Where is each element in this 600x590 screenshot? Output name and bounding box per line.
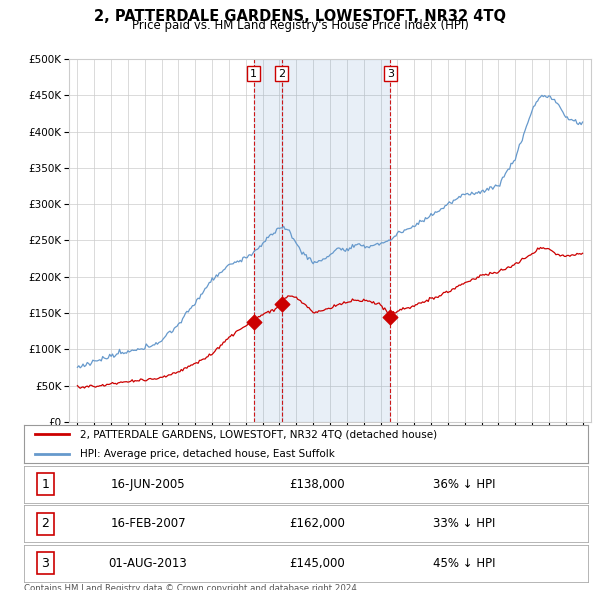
Point xyxy=(277,300,286,309)
Text: £145,000: £145,000 xyxy=(289,556,345,570)
Text: Contains HM Land Registry data © Crown copyright and database right 2024.: Contains HM Land Registry data © Crown c… xyxy=(24,584,359,590)
Bar xyxy=(254,59,281,422)
Point xyxy=(32,431,39,438)
Text: 45% ↓ HPI: 45% ↓ HPI xyxy=(433,556,495,570)
Text: 1: 1 xyxy=(250,68,257,78)
Text: 01-AUG-2013: 01-AUG-2013 xyxy=(109,556,187,570)
Point xyxy=(385,312,395,322)
Point xyxy=(32,450,39,457)
Text: 16-FEB-2007: 16-FEB-2007 xyxy=(110,517,186,530)
Text: 3: 3 xyxy=(41,556,49,570)
Text: 36% ↓ HPI: 36% ↓ HPI xyxy=(433,477,495,491)
Bar xyxy=(281,59,390,422)
Text: 33% ↓ HPI: 33% ↓ HPI xyxy=(433,517,495,530)
Text: £162,000: £162,000 xyxy=(289,517,345,530)
Text: £138,000: £138,000 xyxy=(289,477,345,491)
Point xyxy=(249,317,259,326)
Text: 1: 1 xyxy=(41,477,49,491)
Point xyxy=(65,450,73,457)
Text: Price paid vs. HM Land Registry's House Price Index (HPI): Price paid vs. HM Land Registry's House … xyxy=(131,19,469,32)
Point xyxy=(65,431,73,438)
Text: 16-JUN-2005: 16-JUN-2005 xyxy=(111,477,185,491)
Text: 3: 3 xyxy=(387,68,394,78)
Text: 2: 2 xyxy=(41,517,49,530)
Text: 2, PATTERDALE GARDENS, LOWESTOFT, NR32 4TQ: 2, PATTERDALE GARDENS, LOWESTOFT, NR32 4… xyxy=(94,9,506,24)
Text: 2: 2 xyxy=(278,68,285,78)
Text: 2, PATTERDALE GARDENS, LOWESTOFT, NR32 4TQ (detached house): 2, PATTERDALE GARDENS, LOWESTOFT, NR32 4… xyxy=(80,430,437,440)
Text: HPI: Average price, detached house, East Suffolk: HPI: Average price, detached house, East… xyxy=(80,448,335,458)
